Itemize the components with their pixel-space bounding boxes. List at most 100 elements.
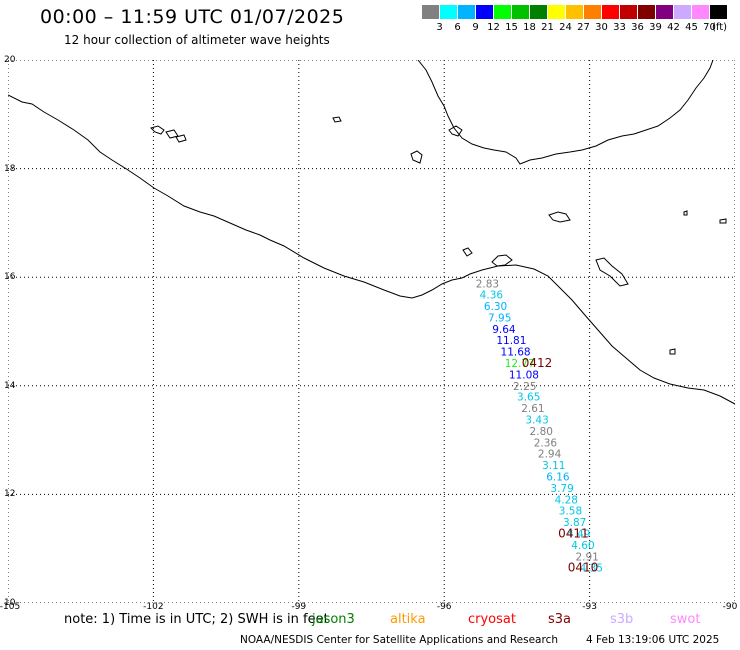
legend-swatch <box>512 5 529 19</box>
wave-height-value: 4.35 <box>580 563 603 575</box>
legend-swatch <box>458 5 475 19</box>
wave-height-value: 4.36 <box>480 290 504 302</box>
wave-height-value: 3.58 <box>559 506 582 518</box>
y-axis-label: 20 <box>4 55 16 65</box>
east-speck-1 <box>669 348 676 355</box>
legend-label: 36 <box>631 22 644 33</box>
legend-swatch <box>476 5 493 19</box>
pass-time-label: 0412 <box>522 356 553 370</box>
legend-unit: (ft) <box>712 22 728 33</box>
legend-label: 12 <box>487 22 500 33</box>
legend-swatch <box>638 5 655 19</box>
satellite-name: swot <box>670 612 701 627</box>
wave-height-value: 3.79 <box>550 483 573 495</box>
wave-height-value: 12.77 <box>505 358 535 370</box>
wave-height-value: 3.65 <box>517 392 540 404</box>
footer-note: note: 1) Time is in UTC; 2) SWH is in fe… <box>64 612 329 627</box>
satellite-name: s3a <box>548 612 572 627</box>
east-speck-2 <box>683 210 688 216</box>
wave-height-color-legend: 3 6 9 12 15 18 21 24 27 30 33 36 39 42 45 70 (ft) <box>422 5 728 39</box>
pass-time-label: 0411 <box>558 526 589 540</box>
y-axis-label: 12 <box>4 489 16 500</box>
gulf-island-1 <box>410 150 423 164</box>
legend-swatch <box>422 5 439 19</box>
legend-label: 3 <box>436 22 443 33</box>
wave-height-value: 3.43 <box>525 414 548 426</box>
page-title: 00:00 – 11:59 UTC 01/07/2025 <box>40 6 345 28</box>
legend-swatch <box>548 5 565 19</box>
island-west-tiny <box>332 116 342 123</box>
lat-lon-grid <box>8 60 735 603</box>
legend-swatch <box>674 5 691 19</box>
wave-height-value: 2.94 <box>538 449 562 461</box>
wave-height-value: 2.61 <box>521 403 544 415</box>
inland-lake <box>491 254 513 267</box>
x-axis-label: -102 <box>143 602 164 612</box>
legend-swatch <box>530 5 547 19</box>
wave-height-value: 2.83 <box>476 279 499 291</box>
wave-height-value: 6.16 <box>546 471 570 483</box>
satellite-name: s3b <box>610 612 634 627</box>
wave-height-value: 4.28 <box>555 494 578 506</box>
legend-label: 18 <box>523 22 536 33</box>
wave-height-value: 3.87 <box>563 517 586 529</box>
wave-height-value: 2.36 <box>534 437 558 449</box>
wave-height-value: 11.68 <box>501 347 531 359</box>
credit-line: NOAA/NESDIS Center for Satellite Applica… <box>240 634 558 646</box>
legend-label: 6 <box>454 22 461 33</box>
legend-label: 21 <box>541 22 554 33</box>
legend-label: 27 <box>577 22 590 33</box>
wave-height-value: 11.08 <box>509 369 539 381</box>
wave-height-value: 2.25 <box>513 381 536 393</box>
island-cluster-west <box>150 125 187 143</box>
satellite-name: altika <box>390 612 426 627</box>
altimeter-values: 2.834.366.307.959.6411.8111.6812.7711.08… <box>476 279 603 575</box>
legend-swatch <box>566 5 583 19</box>
page-subtitle: 12 hour collection of altimeter wave hei… <box>64 33 330 47</box>
legend-swatch <box>710 5 727 19</box>
east-island-group <box>595 257 629 287</box>
x-axis-label: -99 <box>291 602 307 612</box>
wave-height-value: 3.11 <box>542 460 565 472</box>
wave-height-value: 2.80 <box>530 426 553 438</box>
x-axis-label: -90 <box>722 602 738 612</box>
legend-swatch <box>656 5 673 19</box>
y-axis-label: 18 <box>4 163 16 174</box>
wave-height-value: 4.60 <box>571 540 594 552</box>
satellite-name: jason3 <box>312 612 355 627</box>
map-background <box>8 60 735 603</box>
x-axis-label: -105 <box>0 602 21 612</box>
wave-height-value: 7.95 <box>488 312 511 324</box>
x-axis-label: -96 <box>436 602 452 612</box>
legend-swatch <box>584 5 601 19</box>
mexico-pacific-coastline <box>8 94 735 405</box>
coastline <box>8 60 735 405</box>
x-axis-label: -93 <box>582 602 597 612</box>
wave-height-value: 11.81 <box>496 335 526 347</box>
wave-height-value: 9.64 <box>492 324 516 336</box>
legend-swatch <box>494 5 511 19</box>
pass-labels: 0412 0411 0410 <box>522 356 599 575</box>
y-axis-label: 16 <box>4 272 16 283</box>
wave-height-value: 6.30 <box>484 301 507 313</box>
generated-timestamp: 4 Feb 13:19:06 UTC 2025 <box>586 634 720 646</box>
east-speck-3 <box>719 218 727 224</box>
gulf-of-mexico-coastline <box>417 60 714 165</box>
legend-label: 24 <box>559 22 572 33</box>
legend-swatch <box>692 5 709 19</box>
legend-swatch <box>602 5 619 19</box>
gulf-island-3 <box>548 211 571 223</box>
gulf-island-2 <box>448 125 463 137</box>
wave-height-value: 2.91 <box>575 551 598 563</box>
gulf-island-4 <box>462 247 473 257</box>
legend-label: 9 <box>472 22 479 33</box>
legend-swatch <box>440 5 457 19</box>
legend-label: 33 <box>613 22 626 33</box>
pass-time-label: 0410 <box>568 561 599 575</box>
legend-swatch <box>620 5 637 19</box>
legend-label: 39 <box>649 22 662 33</box>
y-axis-label: 14 <box>4 380 16 391</box>
legend-label: 42 <box>667 22 680 33</box>
legend-label: 45 <box>685 22 698 33</box>
